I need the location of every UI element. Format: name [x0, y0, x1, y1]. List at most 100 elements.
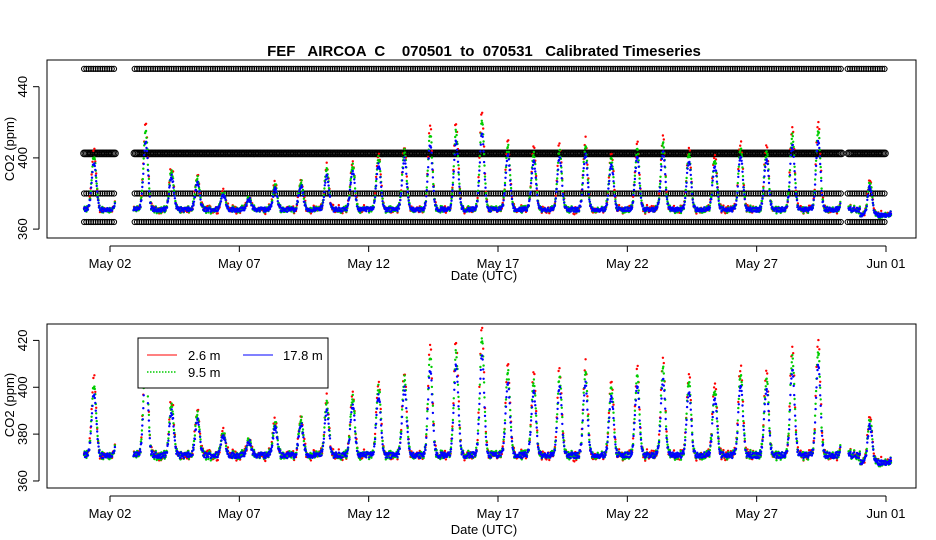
top-point-17-8m	[386, 209, 389, 213]
top-flag-marker	[193, 65, 200, 73]
top-point-17-8m	[397, 207, 401, 210]
top-flag-marker	[474, 65, 481, 73]
top-point-17-8m	[172, 186, 175, 189]
top-point-17-8m	[90, 176, 94, 179]
top-point-17-8m	[400, 192, 403, 195]
top-point-17-8m	[353, 178, 356, 181]
top-flag-marker	[110, 65, 118, 73]
top-flag-marker	[419, 190, 426, 197]
top-point-17-8m	[303, 200, 306, 203]
top-point-17-8m	[218, 204, 221, 208]
top-point-17-8m	[495, 206, 498, 209]
top-point-9-5m	[425, 192, 428, 195]
top-flag-marker	[285, 190, 292, 197]
top-flag-marker	[729, 65, 736, 73]
top-point-9-5m	[96, 193, 99, 197]
top-flag-marker	[225, 65, 233, 73]
top-point-17-8m	[297, 193, 300, 197]
top-flag-marker	[547, 65, 555, 73]
top-flag-marker	[449, 65, 456, 73]
top-flag-marker	[495, 190, 502, 197]
top-point-9-5m	[478, 154, 482, 158]
top-flag-marker	[377, 65, 384, 73]
top-point-17-8m	[424, 200, 428, 203]
top-flag-marker	[481, 65, 488, 73]
top-flag-marker	[837, 65, 844, 73]
top-flag-marker	[359, 190, 366, 197]
top-point-17-8m	[510, 197, 514, 201]
top-point-2-6m	[791, 126, 794, 129]
top-flag-marker	[600, 190, 608, 197]
top-flag-marker	[584, 65, 591, 73]
top-flag-marker	[133, 190, 141, 197]
top-point-9-5m	[767, 177, 771, 180]
top-point-17-8m	[379, 176, 382, 179]
top-flag-marker	[290, 190, 297, 197]
top-point-9-5m	[327, 187, 331, 190]
top-flag-marker	[828, 65, 835, 73]
top-point-9-5m	[147, 177, 151, 181]
top-flag-marker	[771, 65, 778, 73]
top-flag-marker	[814, 65, 821, 73]
top-point-17-8m	[407, 196, 410, 199]
top-point-9-5m	[741, 166, 744, 169]
top-flag-marker	[278, 190, 285, 197]
top-flag-marker	[642, 65, 649, 73]
top-point-2-6m	[613, 188, 616, 192]
top-point-9-5m	[379, 170, 382, 173]
top-point-9-5m	[455, 133, 458, 137]
top-point-17-8m	[324, 181, 327, 184]
top-point-17-8m	[380, 185, 383, 189]
top-flag-marker	[451, 65, 458, 73]
top-point-9-5m	[140, 189, 144, 192]
top-point-9-5m	[664, 186, 668, 189]
top-flag-marker	[409, 65, 417, 73]
top-point-9-5m	[432, 182, 435, 186]
top-point-17-8m	[346, 204, 349, 207]
top-point-17-8m	[89, 191, 92, 195]
top-point-17-8m	[455, 142, 458, 146]
top-point-9-5m	[478, 165, 481, 168]
top-point-9-5m	[737, 172, 740, 175]
top-flag-marker	[398, 65, 405, 73]
top-point-9-5m	[766, 154, 769, 157]
top-flag-marker	[766, 65, 773, 73]
top-flag-marker	[465, 65, 472, 73]
top-flag-marker	[455, 65, 463, 73]
top-flag-marker	[453, 65, 460, 73]
top-point-9-5m	[662, 146, 665, 149]
top-flag-marker	[239, 190, 246, 197]
top-point-9-5m	[688, 155, 692, 159]
top-flag-marker	[761, 65, 769, 73]
top-point-17-8m	[271, 201, 274, 204]
top-flag-marker	[391, 190, 398, 197]
top-flag-marker	[805, 65, 812, 73]
top-point-9-5m	[793, 173, 797, 176]
top-flag-marker	[520, 190, 527, 197]
top-point-17-8m	[321, 201, 325, 204]
top-flag-marker	[669, 65, 677, 73]
top-flag-marker	[267, 65, 274, 73]
top-flag-marker	[506, 65, 513, 73]
top-flag-marker	[191, 65, 198, 73]
top-point-9-5m	[142, 157, 145, 160]
top-point-17-8m	[433, 200, 436, 203]
top-point-17-8m	[276, 200, 279, 203]
top-flag-marker	[630, 65, 637, 73]
top-flag-marker	[490, 190, 497, 197]
top-flag-marker	[536, 190, 543, 197]
top-flag-marker	[380, 65, 387, 73]
top-flag-marker	[621, 190, 628, 197]
top-point-2-6m	[645, 203, 649, 207]
top-flag-marker	[513, 65, 520, 73]
top-point-9-5m	[742, 182, 745, 185]
top-flag-marker	[432, 65, 440, 73]
top-point-9-5m	[534, 172, 537, 176]
top-point-17-8m	[295, 203, 299, 206]
top-flag-marker	[692, 65, 700, 73]
top-point-17-8m	[97, 201, 100, 205]
top-flag-marker	[628, 65, 635, 73]
top-point-17-8m	[223, 195, 226, 198]
top-flag-marker	[104, 65, 111, 73]
top-flag-marker	[554, 65, 562, 73]
